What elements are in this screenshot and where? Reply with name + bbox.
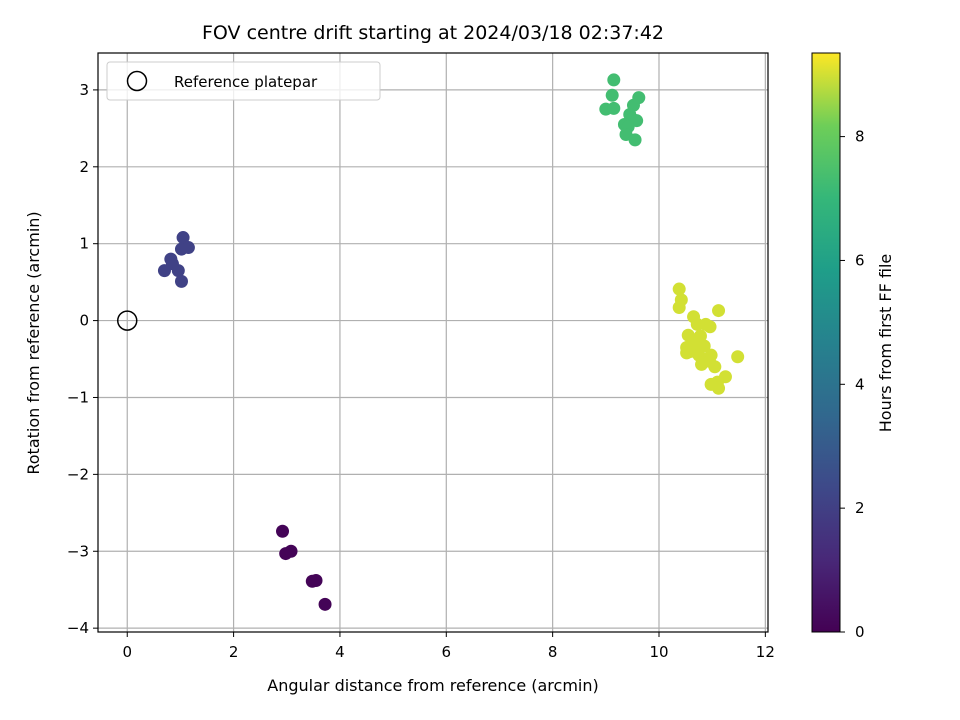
x-tick-label: 0 xyxy=(122,643,132,661)
legend-box xyxy=(106,61,381,101)
scatter-point xyxy=(181,241,195,255)
legend: Reference platepar xyxy=(106,61,381,101)
scatter-point xyxy=(276,524,290,538)
y-axis-label: Rotation from reference (arcmin) xyxy=(24,211,43,474)
grid xyxy=(98,53,768,632)
scatter-point xyxy=(171,264,185,278)
y-tick-label: −2 xyxy=(67,465,89,483)
x-tick-label: 12 xyxy=(756,643,775,661)
scatter-point xyxy=(703,320,717,334)
scatter-point xyxy=(607,73,621,87)
colorbar-label: Hours from first FF file xyxy=(876,254,895,433)
scatter-point xyxy=(174,274,188,288)
reference-platepar-marker xyxy=(116,310,138,331)
y-tick-label: 3 xyxy=(79,81,89,99)
scatter-point xyxy=(318,597,332,611)
x-tick-label: 10 xyxy=(649,643,668,661)
scatter-point xyxy=(607,101,621,115)
scatter-point xyxy=(680,346,694,360)
scatter-point xyxy=(632,91,646,105)
scatter-point xyxy=(605,88,619,102)
plot-frame xyxy=(97,52,769,633)
chart-title: FOV centre drift starting at 2024/03/18 … xyxy=(202,22,664,44)
x-axis-label: Angular distance from reference (arcmin) xyxy=(267,676,598,695)
y-axis-ticks: −4 −3 −2 −1 0 1 2 3 xyxy=(67,81,98,637)
y-tick-label: −4 xyxy=(67,619,89,637)
y-tick-label: −1 xyxy=(67,388,89,406)
scatter-point xyxy=(672,282,686,296)
colorbar-gradient xyxy=(811,52,841,633)
x-tick-label: 8 xyxy=(548,643,558,661)
scatter-point xyxy=(731,350,745,364)
y-tick-label: 2 xyxy=(79,158,89,176)
colorbar-tick-label: 4 xyxy=(855,375,865,393)
scatter-point xyxy=(712,381,726,395)
y-tick-label: 1 xyxy=(79,235,89,253)
colorbar-tick-label: 8 xyxy=(855,128,865,146)
scatter-point xyxy=(628,133,642,147)
scatter-point xyxy=(672,301,686,315)
colorbar-tick-label: 6 xyxy=(855,251,865,269)
scatter-point xyxy=(309,573,323,587)
colorbar-tick-label: 0 xyxy=(855,623,865,641)
scatter-point xyxy=(176,231,190,245)
colorbar: 0 2 4 6 8 Hours from first FF file xyxy=(811,52,895,641)
y-tick-label: −3 xyxy=(67,542,89,560)
x-tick-label: 2 xyxy=(229,643,239,661)
scatter-points xyxy=(157,73,745,611)
legend-marker-reference xyxy=(126,70,148,92)
y-tick-label: 0 xyxy=(79,312,89,330)
scatter-point xyxy=(703,354,717,368)
legend-label-reference: Reference platepar xyxy=(174,73,318,91)
colorbar-tick-label: 2 xyxy=(855,499,865,517)
x-axis-ticks: 0 2 4 6 8 10 12 xyxy=(122,632,775,661)
x-tick-label: 6 xyxy=(442,643,452,661)
scatter-point xyxy=(712,304,726,318)
x-tick-label: 4 xyxy=(335,643,345,661)
scatter-point xyxy=(284,544,298,558)
colorbar-ticks: 0 2 4 6 8 xyxy=(840,128,865,641)
